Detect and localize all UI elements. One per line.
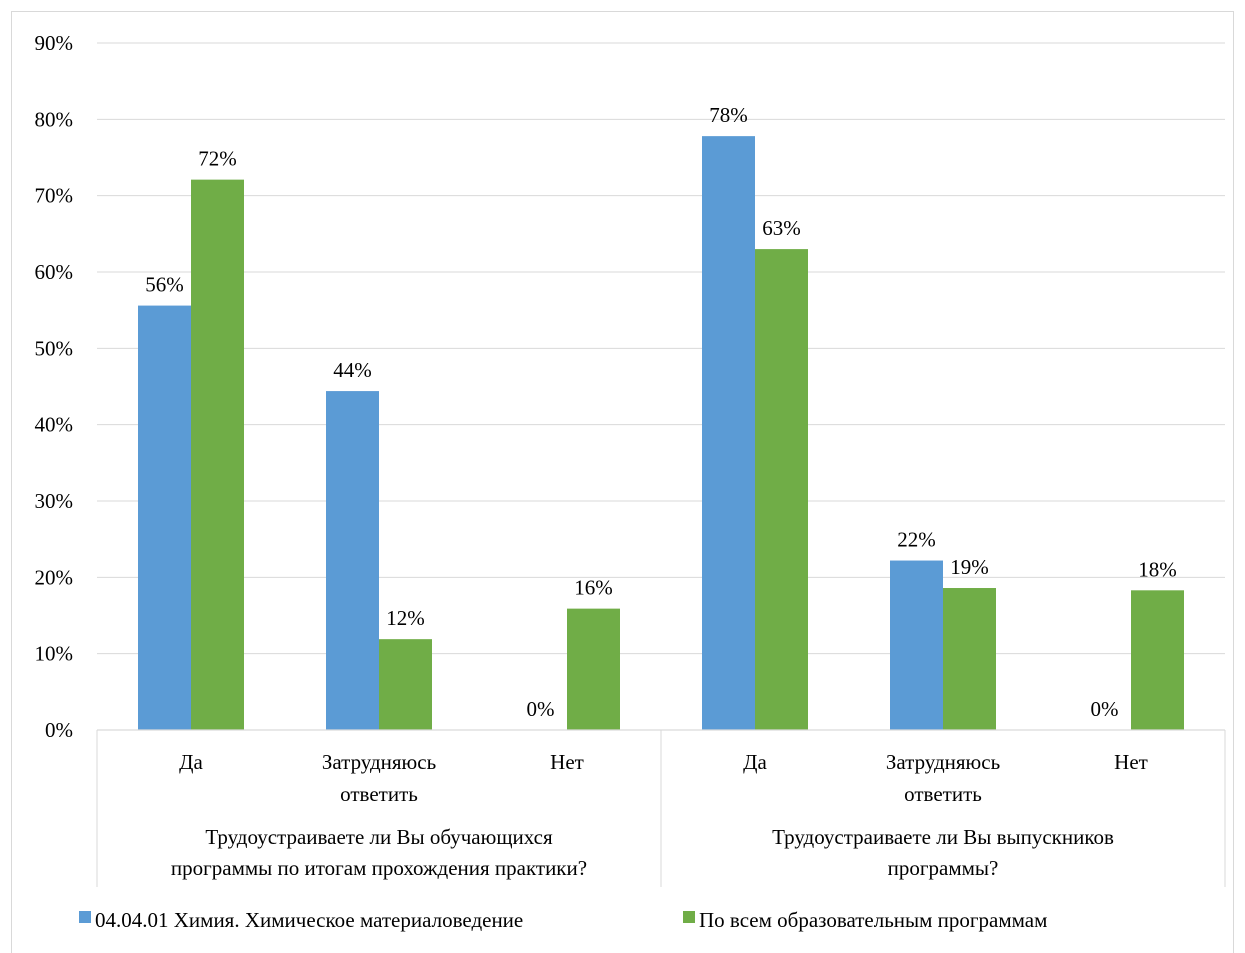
group-label: программы? — [888, 856, 999, 880]
category-label: Нет — [1114, 750, 1148, 774]
legend-swatch — [683, 911, 695, 923]
data-label: 12% — [386, 606, 425, 630]
bar[interactable] — [567, 608, 620, 730]
data-label: 19% — [950, 555, 989, 579]
category-label: ответить — [340, 782, 418, 806]
bar[interactable] — [191, 179, 244, 731]
data-label: 0% — [1091, 697, 1119, 721]
category-label: Да — [743, 750, 767, 774]
group-label: программы по итогам прохождения практики… — [171, 856, 587, 880]
y-tick-label: 60% — [35, 260, 74, 284]
y-tick-label: 50% — [35, 336, 74, 360]
bar[interactable] — [326, 391, 379, 730]
bar[interactable] — [379, 639, 432, 730]
data-label: 18% — [1138, 557, 1177, 581]
data-label: 16% — [574, 576, 613, 600]
data-label: 22% — [897, 528, 936, 552]
data-label: 72% — [198, 147, 237, 171]
category-label: Да — [179, 750, 203, 774]
y-tick-label: 70% — [35, 184, 74, 208]
y-tick-label: 30% — [35, 489, 74, 513]
bar[interactable] — [1131, 590, 1184, 730]
data-label: 56% — [145, 273, 184, 297]
data-label: 78% — [709, 103, 748, 127]
y-tick-label: 90% — [35, 31, 74, 55]
bar[interactable] — [890, 560, 943, 730]
data-label: 44% — [333, 358, 372, 382]
bar[interactable] — [138, 305, 191, 730]
legend-swatch — [79, 911, 91, 923]
bar[interactable] — [943, 588, 996, 730]
category-label: Затрудняюсь — [322, 750, 436, 774]
y-tick-label: 40% — [35, 413, 74, 437]
group-label: Трудоустраиваете ли Вы выпускников — [772, 825, 1114, 849]
y-tick-label: 0% — [45, 718, 73, 742]
legend-label: По всем образовательным программам — [699, 908, 1047, 932]
category-label: Затрудняюсь — [886, 750, 1000, 774]
group-label: Трудоустраиваете ли Вы обучающихся — [205, 825, 553, 849]
y-tick-label: 80% — [35, 107, 74, 131]
category-label: ответить — [904, 782, 982, 806]
category-label: Нет — [550, 750, 584, 774]
chart-border — [11, 11, 1234, 953]
data-label: 0% — [527, 697, 555, 721]
bar[interactable] — [755, 249, 808, 730]
y-tick-label: 10% — [35, 642, 74, 666]
y-tick-label: 20% — [35, 565, 74, 589]
legend-label: 04.04.01 Химия. Химическое материаловеде… — [95, 908, 523, 932]
bar[interactable] — [702, 136, 755, 731]
data-label: 63% — [762, 216, 801, 240]
